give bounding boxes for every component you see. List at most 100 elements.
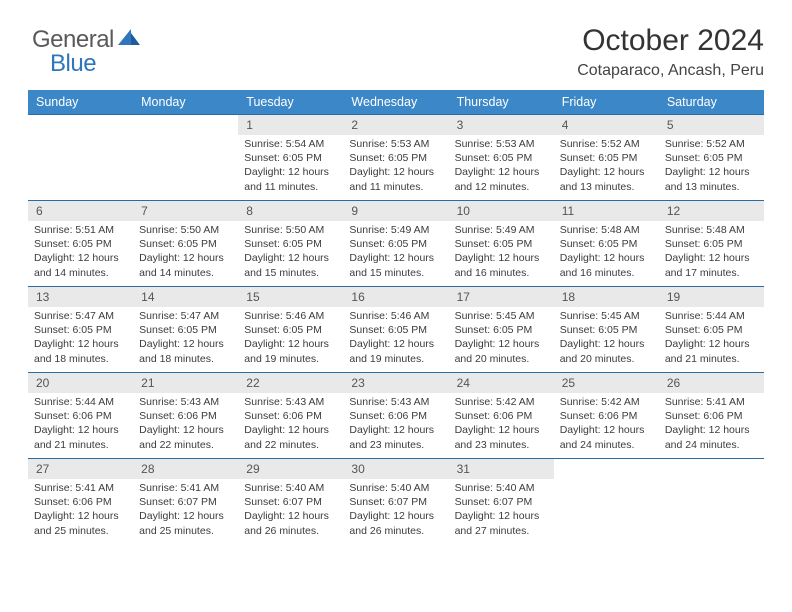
daylight-line1: Daylight: 12 hours bbox=[455, 251, 548, 265]
daylight-line2: and 22 minutes. bbox=[244, 438, 337, 452]
day-number: 23 bbox=[343, 373, 448, 393]
week-row: 6Sunrise: 5:51 AMSunset: 6:05 PMDaylight… bbox=[28, 201, 764, 287]
day-number: 9 bbox=[343, 201, 448, 221]
day-details: Sunrise: 5:47 AMSunset: 6:05 PMDaylight:… bbox=[133, 307, 238, 372]
daylight-line1: Daylight: 12 hours bbox=[560, 165, 653, 179]
daylight-line1: Daylight: 12 hours bbox=[560, 251, 653, 265]
day-cell: 13Sunrise: 5:47 AMSunset: 6:05 PMDayligh… bbox=[28, 287, 133, 373]
daylight-line1: Daylight: 12 hours bbox=[665, 165, 758, 179]
day-cell: 22Sunrise: 5:43 AMSunset: 6:06 PMDayligh… bbox=[238, 373, 343, 459]
sunset-text: Sunset: 6:06 PM bbox=[455, 409, 548, 423]
day-cell bbox=[28, 115, 133, 201]
day-number: 2 bbox=[343, 115, 448, 135]
day-cell: 18Sunrise: 5:45 AMSunset: 6:05 PMDayligh… bbox=[554, 287, 659, 373]
day-cell: 6Sunrise: 5:51 AMSunset: 6:05 PMDaylight… bbox=[28, 201, 133, 287]
daylight-line2: and 26 minutes. bbox=[244, 524, 337, 538]
day-number bbox=[554, 459, 659, 479]
sunset-text: Sunset: 6:07 PM bbox=[455, 495, 548, 509]
sunrise-text: Sunrise: 5:42 AM bbox=[455, 395, 548, 409]
location: Cotaparaco, Ancash, Peru bbox=[28, 62, 764, 80]
sunrise-text: Sunrise: 5:49 AM bbox=[349, 223, 442, 237]
day-cell: 12Sunrise: 5:48 AMSunset: 6:05 PMDayligh… bbox=[659, 201, 764, 287]
day-number: 31 bbox=[449, 459, 554, 479]
day-number: 5 bbox=[659, 115, 764, 135]
day-details: Sunrise: 5:40 AMSunset: 6:07 PMDaylight:… bbox=[238, 479, 343, 544]
day-details bbox=[28, 135, 133, 143]
col-saturday: Saturday bbox=[659, 90, 764, 115]
day-number: 3 bbox=[449, 115, 554, 135]
sunrise-text: Sunrise: 5:50 AM bbox=[244, 223, 337, 237]
daylight-line2: and 13 minutes. bbox=[560, 180, 653, 194]
day-details: Sunrise: 5:46 AMSunset: 6:05 PMDaylight:… bbox=[343, 307, 448, 372]
calendar-table: Sunday Monday Tuesday Wednesday Thursday… bbox=[28, 90, 764, 545]
day-number: 26 bbox=[659, 373, 764, 393]
day-cell: 27Sunrise: 5:41 AMSunset: 6:06 PMDayligh… bbox=[28, 459, 133, 545]
day-details: Sunrise: 5:54 AMSunset: 6:05 PMDaylight:… bbox=[238, 135, 343, 200]
sunrise-text: Sunrise: 5:40 AM bbox=[244, 481, 337, 495]
day-details: Sunrise: 5:43 AMSunset: 6:06 PMDaylight:… bbox=[343, 393, 448, 458]
day-cell: 4Sunrise: 5:52 AMSunset: 6:05 PMDaylight… bbox=[554, 115, 659, 201]
daylight-line1: Daylight: 12 hours bbox=[34, 423, 127, 437]
daylight-line1: Daylight: 12 hours bbox=[34, 337, 127, 351]
daylight-line2: and 11 minutes. bbox=[244, 180, 337, 194]
logo-triangle-icon bbox=[118, 28, 142, 51]
day-number: 15 bbox=[238, 287, 343, 307]
day-details: Sunrise: 5:41 AMSunset: 6:06 PMDaylight:… bbox=[28, 479, 133, 544]
daylight-line1: Daylight: 12 hours bbox=[665, 251, 758, 265]
day-cell bbox=[554, 459, 659, 545]
sunset-text: Sunset: 6:07 PM bbox=[244, 495, 337, 509]
day-number: 25 bbox=[554, 373, 659, 393]
day-number: 10 bbox=[449, 201, 554, 221]
col-thursday: Thursday bbox=[449, 90, 554, 115]
week-row: 13Sunrise: 5:47 AMSunset: 6:05 PMDayligh… bbox=[28, 287, 764, 373]
sunset-text: Sunset: 6:06 PM bbox=[34, 495, 127, 509]
day-number: 29 bbox=[238, 459, 343, 479]
sunset-text: Sunset: 6:06 PM bbox=[34, 409, 127, 423]
sunset-text: Sunset: 6:05 PM bbox=[560, 237, 653, 251]
daylight-line1: Daylight: 12 hours bbox=[244, 509, 337, 523]
day-details: Sunrise: 5:49 AMSunset: 6:05 PMDaylight:… bbox=[343, 221, 448, 286]
sunrise-text: Sunrise: 5:43 AM bbox=[139, 395, 232, 409]
daylight-line2: and 11 minutes. bbox=[349, 180, 442, 194]
daylight-line2: and 25 minutes. bbox=[139, 524, 232, 538]
day-details: Sunrise: 5:42 AMSunset: 6:06 PMDaylight:… bbox=[449, 393, 554, 458]
sunrise-text: Sunrise: 5:48 AM bbox=[665, 223, 758, 237]
day-number: 6 bbox=[28, 201, 133, 221]
sunset-text: Sunset: 6:05 PM bbox=[560, 323, 653, 337]
day-cell: 8Sunrise: 5:50 AMSunset: 6:05 PMDaylight… bbox=[238, 201, 343, 287]
day-cell: 15Sunrise: 5:46 AMSunset: 6:05 PMDayligh… bbox=[238, 287, 343, 373]
sunrise-text: Sunrise: 5:51 AM bbox=[34, 223, 127, 237]
daylight-line2: and 13 minutes. bbox=[665, 180, 758, 194]
daylight-line2: and 17 minutes. bbox=[665, 266, 758, 280]
sunset-text: Sunset: 6:07 PM bbox=[349, 495, 442, 509]
daylight-line2: and 15 minutes. bbox=[244, 266, 337, 280]
day-cell: 11Sunrise: 5:48 AMSunset: 6:05 PMDayligh… bbox=[554, 201, 659, 287]
day-cell: 16Sunrise: 5:46 AMSunset: 6:05 PMDayligh… bbox=[343, 287, 448, 373]
day-details: Sunrise: 5:44 AMSunset: 6:05 PMDaylight:… bbox=[659, 307, 764, 372]
weekday-header-row: Sunday Monday Tuesday Wednesday Thursday… bbox=[28, 90, 764, 115]
day-details: Sunrise: 5:52 AMSunset: 6:05 PMDaylight:… bbox=[554, 135, 659, 200]
daylight-line2: and 23 minutes. bbox=[349, 438, 442, 452]
sunrise-text: Sunrise: 5:49 AM bbox=[455, 223, 548, 237]
sunrise-text: Sunrise: 5:47 AM bbox=[34, 309, 127, 323]
day-details: Sunrise: 5:43 AMSunset: 6:06 PMDaylight:… bbox=[133, 393, 238, 458]
daylight-line1: Daylight: 12 hours bbox=[244, 337, 337, 351]
daylight-line1: Daylight: 12 hours bbox=[455, 423, 548, 437]
day-details: Sunrise: 5:53 AMSunset: 6:05 PMDaylight:… bbox=[343, 135, 448, 200]
sunset-text: Sunset: 6:06 PM bbox=[665, 409, 758, 423]
day-cell bbox=[133, 115, 238, 201]
day-cell: 5Sunrise: 5:52 AMSunset: 6:05 PMDaylight… bbox=[659, 115, 764, 201]
day-number: 28 bbox=[133, 459, 238, 479]
day-details: Sunrise: 5:42 AMSunset: 6:06 PMDaylight:… bbox=[554, 393, 659, 458]
day-number: 24 bbox=[449, 373, 554, 393]
daylight-line2: and 19 minutes. bbox=[244, 352, 337, 366]
day-number: 4 bbox=[554, 115, 659, 135]
sunset-text: Sunset: 6:05 PM bbox=[139, 237, 232, 251]
day-cell: 31Sunrise: 5:40 AMSunset: 6:07 PMDayligh… bbox=[449, 459, 554, 545]
daylight-line1: Daylight: 12 hours bbox=[34, 509, 127, 523]
sunrise-text: Sunrise: 5:40 AM bbox=[455, 481, 548, 495]
day-details: Sunrise: 5:49 AMSunset: 6:05 PMDaylight:… bbox=[449, 221, 554, 286]
sunrise-text: Sunrise: 5:43 AM bbox=[349, 395, 442, 409]
day-cell: 28Sunrise: 5:41 AMSunset: 6:07 PMDayligh… bbox=[133, 459, 238, 545]
daylight-line2: and 21 minutes. bbox=[34, 438, 127, 452]
